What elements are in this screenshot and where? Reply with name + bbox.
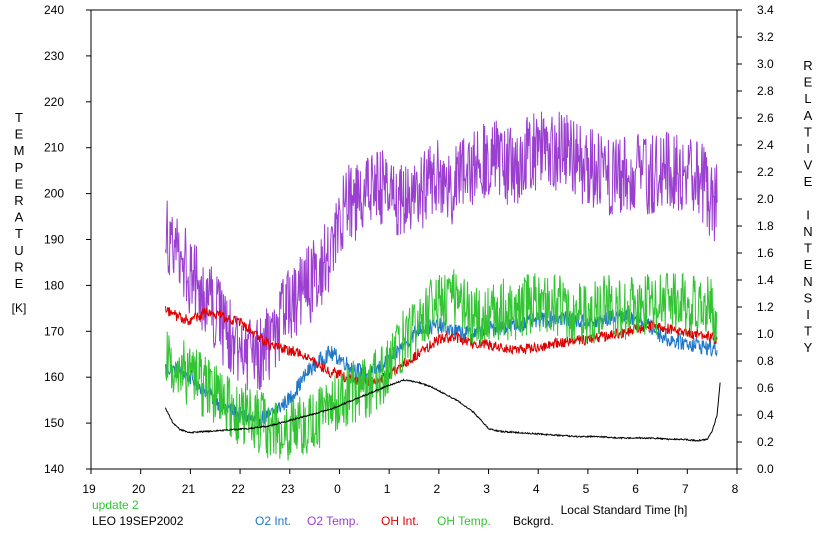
legend-item: O2 Int. xyxy=(255,514,291,528)
left-tick-label: 230 xyxy=(44,49,64,63)
left-tick-label: 150 xyxy=(44,416,64,430)
x-tick-label: 7 xyxy=(682,482,689,496)
right-tick-label: 1.8 xyxy=(757,219,774,233)
axis-title-letter: T xyxy=(804,241,812,256)
legend: O2 Int. O2 Temp. OH Int. OH Temp. Bckgrd. xyxy=(255,514,554,528)
data-lines xyxy=(165,111,721,461)
right-tick-label: 1.6 xyxy=(757,246,774,260)
right-tick-label: 1.2 xyxy=(757,300,774,314)
right-tick-label: 3.2 xyxy=(757,30,774,44)
axis-title-letter: R xyxy=(14,193,23,208)
right-tick-label: 2.4 xyxy=(757,138,774,152)
legend-item: O2 Temp. xyxy=(307,514,359,528)
right-tick-label: 3.4 xyxy=(757,3,774,17)
left-tick-label: 220 xyxy=(44,95,64,109)
axis-title-letter: N xyxy=(803,274,812,289)
axis-title-letter: A xyxy=(804,108,813,123)
right-tick-label: 0.4 xyxy=(757,408,774,422)
left-tick-label: 140 xyxy=(44,462,64,476)
right-tick-label: 2.2 xyxy=(757,165,774,179)
axis-title-letter: U xyxy=(14,243,23,258)
legend-item: OH Int. xyxy=(381,514,419,528)
axis-title-letter: I xyxy=(806,141,810,156)
right-tick-label: 0.8 xyxy=(757,354,774,368)
axis-title-letter: P xyxy=(15,160,24,175)
left-tick-label: 160 xyxy=(44,370,64,384)
right-tick-label: 1.4 xyxy=(757,273,774,287)
axis-title-letter: E xyxy=(15,127,24,142)
series-line xyxy=(165,111,718,391)
left-tick-label: 180 xyxy=(44,278,64,292)
axis-title-letter: T xyxy=(804,124,812,139)
axis-title-letter: S xyxy=(804,290,813,305)
x-tick-label: 3 xyxy=(483,482,490,496)
right-axis-ticks: 0.0 0.2 0.4 0.6 0.8 1.0 1.2 1.4 1.6 1.8 2.0 2.2 2.4 2… xyxy=(737,3,774,476)
axis-title-letter: E xyxy=(804,174,813,189)
x-tick-label: 8 xyxy=(732,482,739,496)
right-tick-label: 2.0 xyxy=(757,192,774,206)
axis-title-letter: E xyxy=(804,257,813,272)
left-tick-label: 210 xyxy=(44,141,64,155)
x-tick-label: 23 xyxy=(281,482,295,496)
plot-frame xyxy=(90,9,738,470)
axis-title-letter: A xyxy=(15,210,24,225)
station-date-label: LEO 19SEP2002 xyxy=(92,514,184,528)
axis-title-letter: T xyxy=(804,324,812,339)
axis-title-letter: R xyxy=(803,58,812,73)
legend-item: Bckgrd. xyxy=(513,514,554,528)
right-tick-label: 0.2 xyxy=(757,435,774,449)
left-tick-label: 240 xyxy=(44,3,64,17)
x-tick-label: 4 xyxy=(533,482,540,496)
axis-title-letter: I xyxy=(806,307,810,322)
right-tick-label: 0.6 xyxy=(757,381,774,395)
update-note: update 2 xyxy=(92,498,139,512)
axis-title-letter: V xyxy=(804,158,813,173)
x-tick-label: 21 xyxy=(182,482,196,496)
left-tick-label: 190 xyxy=(44,233,64,247)
left-tick-label: 200 xyxy=(44,187,64,201)
axis-title-letter: R xyxy=(14,259,23,274)
x-tick-label: 6 xyxy=(632,482,639,496)
axis-title-letter: I xyxy=(806,207,810,222)
right-tick-label: 2.8 xyxy=(757,84,774,98)
x-tick-label: 1 xyxy=(384,482,391,496)
x-tick-label: 20 xyxy=(132,482,146,496)
legend-item: OH Temp. xyxy=(437,514,491,528)
axis-title-letter: T xyxy=(15,226,23,241)
left-axis-ticks: 140 150 160 170 180 190 200 210 220 230 240 xyxy=(44,3,91,476)
left-axis-unit: [K] xyxy=(12,301,27,315)
x-tick-label: 0 xyxy=(334,482,341,496)
axis-title-letter: E xyxy=(15,276,24,291)
x-tick-label: 5 xyxy=(583,482,590,496)
series-line xyxy=(165,269,718,461)
axis-title-letter: M xyxy=(14,143,25,158)
axis-title-letter: N xyxy=(803,224,812,239)
right-tick-label: 3.0 xyxy=(757,57,774,71)
x-tick-label: 2 xyxy=(434,482,441,496)
right-tick-label: 0.0 xyxy=(757,462,774,476)
axis-title-letter: L xyxy=(804,91,811,106)
series-line xyxy=(165,378,721,442)
right-tick-label: 1.0 xyxy=(757,327,774,341)
left-tick-label: 170 xyxy=(44,324,64,338)
x-axis-ticks: 19 20 21 22 23 0 1 2 3 4 5 6 7 8 xyxy=(82,469,739,496)
x-axis-title: Local Standard Time [h] xyxy=(561,503,688,517)
axis-title-letter: Y xyxy=(804,340,813,355)
axis-title-letter: E xyxy=(804,75,813,90)
axis-title-letter: E xyxy=(15,176,24,191)
x-tick-label: 22 xyxy=(231,482,245,496)
x-tick-label: 19 xyxy=(82,482,96,496)
right-tick-label: 2.6 xyxy=(757,111,774,125)
axis-title-letter: T xyxy=(15,110,23,125)
